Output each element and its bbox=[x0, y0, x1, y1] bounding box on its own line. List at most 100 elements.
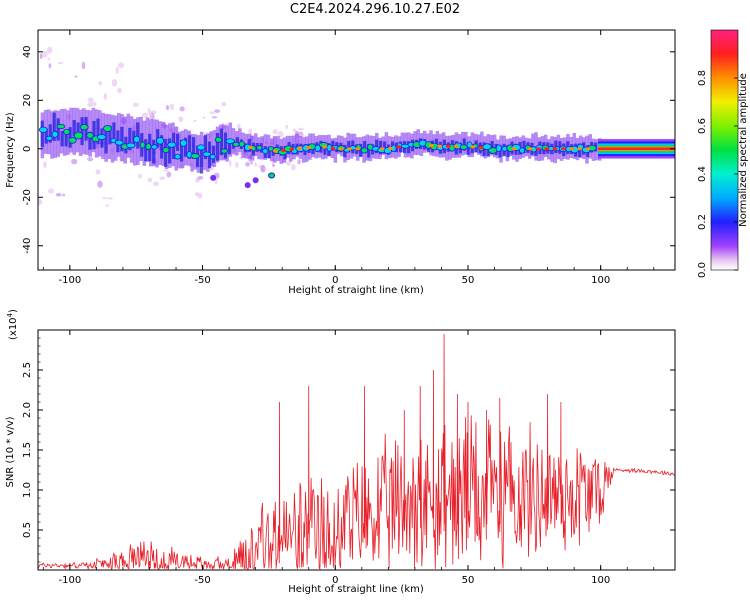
heatmap-band-cell bbox=[336, 135, 341, 155]
heatmap-hotspot bbox=[322, 145, 328, 149]
heatmap-hotspot bbox=[244, 182, 251, 189]
heatmap-core-cell bbox=[64, 130, 68, 147]
heatmap-core-cell bbox=[235, 137, 239, 147]
heatmap-hotspot bbox=[577, 147, 583, 151]
heatmap-core-cell bbox=[44, 128, 48, 144]
heatmap-hotspot bbox=[544, 147, 550, 151]
heatmap-hotspot bbox=[281, 148, 287, 152]
heatmap-band-cell bbox=[352, 133, 357, 157]
colorbar-gradient bbox=[710, 29, 739, 271]
heatmap-band-cell bbox=[266, 134, 271, 159]
heatmap-core-cell bbox=[522, 140, 526, 154]
heatmap-haze-cell bbox=[46, 46, 53, 54]
heatmap-haze-cell bbox=[103, 93, 108, 100]
heatmap-core-cell bbox=[96, 118, 100, 145]
heatmap-haze-cell bbox=[111, 78, 118, 87]
heatmap-band-cell bbox=[97, 110, 102, 157]
heatmap-core-cell bbox=[179, 139, 184, 162]
heatmap-haze-cell bbox=[286, 160, 292, 166]
heatmap-blob bbox=[519, 147, 526, 154]
colorbar: 0.0 0.2 0.4 0.6 0.8 Normalized spectral ampl… bbox=[697, 29, 749, 278]
heatmap-blob bbox=[232, 141, 240, 147]
snr-x-tick-label: 0 bbox=[332, 575, 338, 586]
snr-marks bbox=[38, 333, 675, 570]
heatmap-hotspot bbox=[268, 172, 276, 179]
heatmap-band-cell bbox=[129, 116, 134, 163]
snr-panel: -100 -50 0 50 100 0.5 1.0 1.5 2.0 2.5 Height of s… bbox=[5, 309, 676, 595]
heatmap-core-cell bbox=[470, 144, 474, 154]
snr-y-tick-label: 1.5 bbox=[22, 442, 33, 458]
heatmap-blob bbox=[150, 144, 158, 150]
heatmap-haze-cell bbox=[39, 53, 43, 60]
heatmap-band-cell bbox=[400, 132, 405, 153]
heatmap-haze-cell bbox=[277, 131, 284, 138]
heatmap-core-cell bbox=[176, 133, 180, 151]
heatmap-blob bbox=[167, 141, 177, 148]
heatmap-x-tick-label: 50 bbox=[462, 275, 475, 286]
heatmap-core-cell bbox=[80, 117, 84, 146]
heatmap-haze-cell bbox=[74, 75, 78, 78]
heatmap-core-cell bbox=[108, 125, 112, 145]
heatmap-hotspot bbox=[346, 147, 352, 151]
heatmap-haze-cell bbox=[301, 133, 305, 137]
colorbar-tick-label: 0.8 bbox=[697, 70, 708, 86]
heatmap-core-cell bbox=[144, 139, 148, 162]
heatmap-hotspot bbox=[527, 147, 533, 151]
heatmap-haze-cell bbox=[165, 105, 170, 111]
heatmap-y-tick-label: 20 bbox=[22, 94, 33, 107]
heatmap-haze-cell bbox=[152, 181, 160, 187]
heatmap-core-cell bbox=[363, 140, 367, 154]
heatmap-haze-cell bbox=[107, 197, 113, 200]
heatmap-blob bbox=[79, 123, 89, 131]
snr-plot-area bbox=[38, 330, 675, 570]
heatmap-x-tick-label: -100 bbox=[58, 275, 81, 286]
snr-series-line bbox=[38, 333, 675, 570]
heatmap-core-cell bbox=[56, 118, 60, 141]
colorbar-tick-label: 0.4 bbox=[697, 166, 708, 182]
heatmap-haze-cell bbox=[102, 197, 108, 200]
heatmap-haze-cell bbox=[292, 128, 297, 132]
heatmap-blob bbox=[97, 134, 107, 141]
heatmap-band-cell bbox=[161, 121, 166, 166]
heatmap-blob bbox=[262, 148, 269, 154]
colorbar-label: Normalized spectral amplitude bbox=[738, 73, 749, 227]
heatmap-haze-cell bbox=[42, 51, 48, 58]
heatmap-haze-cell bbox=[214, 109, 221, 113]
heatmap-haze-cell bbox=[92, 102, 97, 107]
heatmap-blob bbox=[459, 144, 468, 150]
heatmap-blob bbox=[73, 131, 84, 140]
heatmap-hotspot bbox=[568, 147, 574, 151]
heatmap-haze-cell bbox=[117, 62, 125, 69]
snr-x-tick-label: -50 bbox=[194, 575, 210, 586]
heatmap-y-tick-label: -40 bbox=[22, 238, 33, 254]
heatmap-core-cell bbox=[383, 141, 387, 154]
heatmap-haze-cell bbox=[202, 116, 206, 119]
heatmap-hotspot bbox=[305, 146, 311, 150]
heatmap-blob bbox=[133, 135, 141, 143]
heatmap-band-cell bbox=[480, 131, 484, 157]
heatmap-haze-cell bbox=[235, 162, 239, 168]
colorbar-tick-label: 0.6 bbox=[697, 118, 708, 134]
heatmap-hotspot bbox=[429, 143, 435, 148]
heatmap-core-cell bbox=[48, 124, 52, 143]
heatmap-core-cell bbox=[187, 135, 192, 159]
heatmap-haze-cell bbox=[209, 111, 215, 115]
heatmap-hotspot bbox=[338, 147, 344, 151]
heatmap-haze-cell bbox=[169, 103, 175, 111]
heatmap-haze-cell bbox=[149, 110, 152, 119]
heatmap-haze-cell bbox=[193, 119, 197, 122]
heatmap-blob bbox=[214, 136, 223, 143]
heatmap-blob bbox=[495, 144, 502, 152]
heatmap-core-cell bbox=[367, 144, 371, 158]
heatmap-hotspot bbox=[552, 147, 558, 151]
heatmap-haze-cell bbox=[285, 124, 289, 130]
heatmap-y-tick-label: 0 bbox=[22, 146, 33, 152]
heatmap-core-cell bbox=[40, 120, 44, 148]
heatmap-blob bbox=[174, 153, 181, 160]
heatmap-haze-cell bbox=[48, 188, 54, 194]
heatmap-haze-cell bbox=[272, 129, 278, 135]
heatmap-hotspot bbox=[478, 145, 484, 150]
heatmap-hotspot bbox=[437, 144, 443, 148]
heatmap-haze-cell bbox=[297, 159, 301, 165]
